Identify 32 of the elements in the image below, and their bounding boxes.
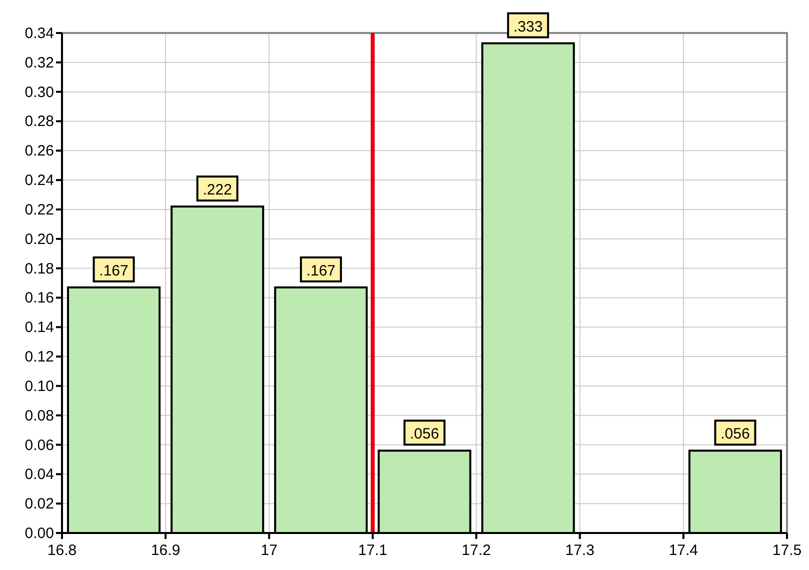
y-tick-label: 0.18 [24,260,54,278]
y-tick-label: 0.12 [24,348,54,366]
data-label: .056 [410,426,440,443]
y-tick-label: 0.34 [24,25,54,42]
y-tick-label: 0.14 [24,319,54,336]
y-tick-label: 0.02 [24,496,54,513]
y-tick-label: 0.00 [24,525,54,542]
data-label: .333 [513,18,543,36]
data-label: .167 [306,262,336,280]
y-tick-label: 0.08 [24,407,54,424]
y-tick-label: 0.26 [24,142,54,160]
y-tick-label: 0.32 [24,54,54,72]
x-tick-label: 16.9 [150,542,180,559]
y-tick-label: 0.04 [24,466,54,484]
x-tick-label: 17 [260,542,278,559]
x-tick-label: 17.5 [772,542,802,559]
y-tick-label: 0.24 [24,172,54,190]
y-tick-label: 0.10 [24,378,54,395]
y-tick-label: 0.20 [24,230,54,248]
data-label: .167 [99,262,128,280]
data-label: .222 [202,182,232,199]
y-tick-label: 0.22 [24,201,54,218]
x-tick-label: 17.1 [358,542,388,559]
x-tick-label: 17.2 [462,542,491,559]
y-tick-label: 0.28 [24,113,54,130]
x-tick-label: 17.3 [565,542,594,559]
y-tick-label: 0.06 [24,436,54,454]
data-label: .056 [720,426,750,443]
y-tick-label: 0.16 [24,290,54,307]
x-tick-label: 16.8 [47,542,77,559]
y-tick-label: 0.30 [24,84,54,101]
x-tick-label: 17.4 [668,542,698,559]
